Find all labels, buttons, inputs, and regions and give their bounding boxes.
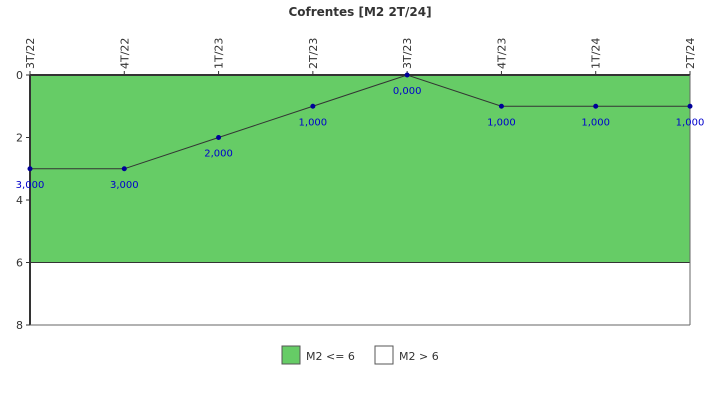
data-label: 1,000 [299,117,328,128]
threshold-band-le6 [30,75,690,263]
x-tick-label: 3T/22 [24,38,37,69]
data-label: 1,000 [676,117,705,128]
data-label: 1,000 [581,117,610,128]
x-tick-label: 1T/23 [213,38,226,69]
legend-swatch-gt6 [374,345,394,365]
data-label: 1,000 [487,117,516,128]
plot-area: 0 2 4 6 8 3T/22 4T/22 1T/23 2T/23 3T/23 4T/23 1T/24… [16,38,705,332]
data-label: 0,000 [393,86,422,97]
x-tick-label: 4T/22 [118,38,131,69]
data-point [498,103,504,109]
legend-label-gt6: M2 > 6 [399,350,439,363]
x-tick-label: 3T/23 [401,38,414,69]
y-tick-label: 8 [16,319,23,332]
x-tick-label: 1T/24 [590,38,603,69]
data-point [404,72,410,78]
x-tick-label: 4T/23 [495,38,508,69]
y-tick-label: 4 [16,194,23,207]
data-label: 3,000 [16,180,45,191]
legend-swatch-le6 [281,345,301,365]
data-point [310,103,316,109]
x-tick-label: 2T/24 [684,38,697,69]
data-point [216,135,222,140]
data-label: 3,000 [110,180,139,191]
legend: M2 <= 6 M2 > 6 [281,345,439,365]
data-point [27,166,33,172]
y-tick-label: 6 [16,257,23,270]
chart-title: Cofrentes [M2 2T/24] [288,5,431,19]
data-label: 2,000 [204,149,233,160]
series-line [30,74,690,170]
y-tick-label: 0 [16,69,23,82]
data-point [593,103,599,109]
data-point [687,103,693,109]
legend-label-le6: M2 <= 6 [306,350,355,363]
y-tick-label: 2 [16,132,23,145]
data-point [121,166,127,172]
x-tick-label: 2T/23 [307,38,320,69]
